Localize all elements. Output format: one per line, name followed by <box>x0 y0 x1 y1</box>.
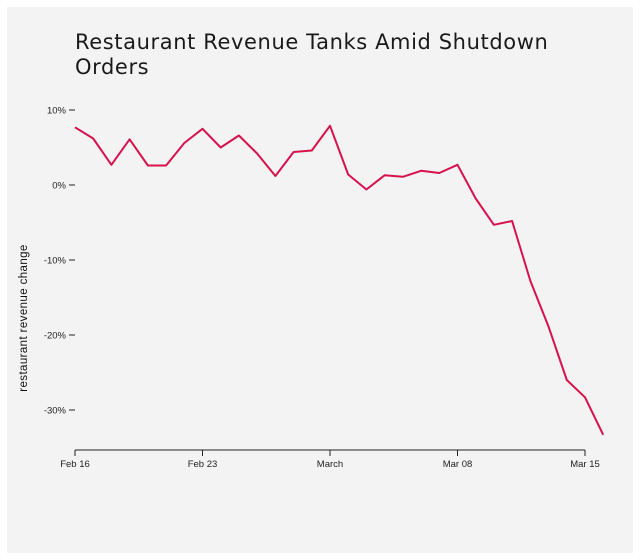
revenue-change-line <box>74 124 605 436</box>
x-tick-label: Feb 16 <box>60 459 90 470</box>
y-tick-label: 0% <box>52 181 66 192</box>
x-axis: Feb 16 Feb 23 March Mar 08 Mar 15 <box>60 449 600 470</box>
y-axis: 10% 0% -10% -20% -30% <box>44 106 75 417</box>
y-tick-label: -30% <box>44 406 67 417</box>
y-tick-label: -10% <box>44 256 67 267</box>
y-axis-title: restaurant revenue change <box>18 244 30 391</box>
x-tick-label: Feb 23 <box>188 459 218 470</box>
chart-title: Restaurant Revenue Tanks Amid Shutdown O… <box>75 30 549 79</box>
x-tick-label: Mar 08 <box>443 459 473 470</box>
y-tick-label: -20% <box>44 331 67 342</box>
chart-panel <box>7 7 633 553</box>
y-tick-label: 10% <box>47 106 67 117</box>
x-tick-label: Mar 15 <box>570 459 600 470</box>
x-tick-label: March <box>317 459 343 470</box>
